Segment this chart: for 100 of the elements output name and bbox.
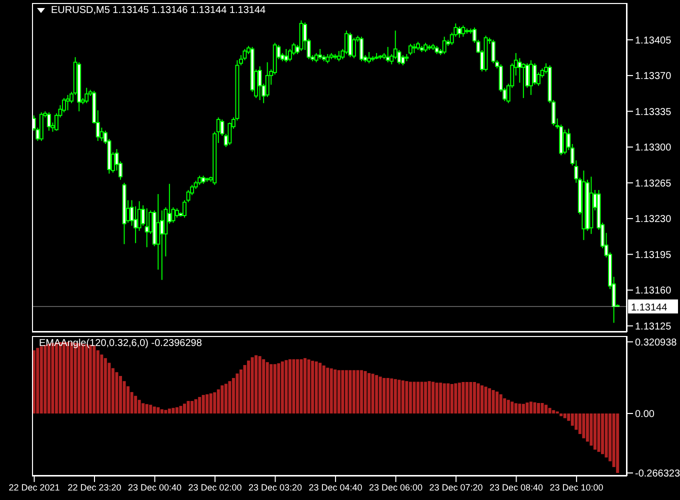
bar [356,370,360,414]
bar [529,402,532,414]
bar [412,382,416,414]
bar [560,413,563,416]
candlestick [84,87,89,104]
bar [480,385,484,414]
x-tick-label: 22 Dec 23:20 [68,482,122,492]
bar [115,372,118,414]
bar [601,413,604,454]
bar [344,370,348,414]
bar [398,380,401,414]
bar [382,378,386,414]
bar [142,403,145,414]
bar [100,354,104,414]
bar [390,378,394,414]
bar [439,382,442,414]
bar [533,402,536,414]
bar [472,382,476,414]
bar [149,404,152,414]
bar [186,400,190,414]
y-tick-label: 1.13370 [635,71,672,82]
bar [540,402,544,414]
bar [368,373,371,414]
bar [616,413,620,473]
bar [224,384,228,414]
bar [469,382,472,414]
y-tick-label: 1.13230 [635,214,672,226]
bar [375,375,378,414]
bar [228,381,232,414]
bar [518,404,522,414]
y-tick-label: 1.13160 [635,286,672,297]
candlestick [562,129,567,155]
x-tick-label: 23 Dec 03:20 [248,482,302,492]
bar [296,359,299,414]
bar [465,382,468,414]
bar [239,369,242,414]
bar [216,389,220,414]
bar [454,383,458,414]
bar [420,382,424,414]
bar [582,413,586,438]
candlestick [360,36,364,62]
bar [36,348,40,414]
candlestick [174,208,179,218]
bar [284,360,288,414]
bar [104,358,107,414]
bar [544,404,548,414]
x-tick-label: 23 Dec 06:00 [369,482,423,492]
bar [164,410,168,414]
x-tick-label: 23 Dec 00:40 [128,482,182,492]
bar [405,381,408,414]
bar [330,368,333,414]
bar [574,413,578,430]
y-tick-label: 1.13195 [635,250,672,261]
candlestick [386,46,390,63]
bar [484,386,488,414]
candlestick [318,48,322,60]
bar [318,362,322,414]
bar [458,382,461,414]
bar [156,407,160,414]
bar [341,370,344,414]
bar [277,363,280,414]
candlestick [532,62,537,86]
bar [236,374,239,414]
bar [190,400,194,414]
x-tick-label: 23 Dec 10:00 [550,482,604,492]
candlestick [198,175,202,186]
bar [450,384,454,414]
y-tick-label: 0.00 [635,409,655,420]
bar [300,359,303,414]
bar [198,396,202,414]
bar [499,394,502,414]
bar [213,392,216,414]
bar [510,402,514,414]
bar [307,359,310,414]
candlestick [314,52,318,63]
bar [304,358,307,414]
bar [360,370,364,414]
candlestick [326,54,330,64]
bar [604,413,608,458]
bar [526,402,529,414]
x-tick-label: 23 Dec 04:40 [308,482,362,492]
x-tick-label: 22 Dec 2021 [8,482,60,492]
bar [326,368,330,414]
bar [183,404,186,414]
bar [435,382,438,414]
bar [428,381,431,414]
bar [280,361,284,414]
bar [548,408,552,414]
bar [586,413,589,442]
y-tick-label: 0.320938 [635,337,678,348]
bar [446,383,450,414]
bar [371,374,374,414]
bar [209,393,212,414]
candlestick [521,62,526,99]
y-tick-label: 1.13300 [635,142,672,154]
bar [311,360,314,414]
bar [138,400,141,414]
bar [462,382,465,414]
y-tick-label: 1.13335 [635,106,672,118]
bar [563,413,566,418]
